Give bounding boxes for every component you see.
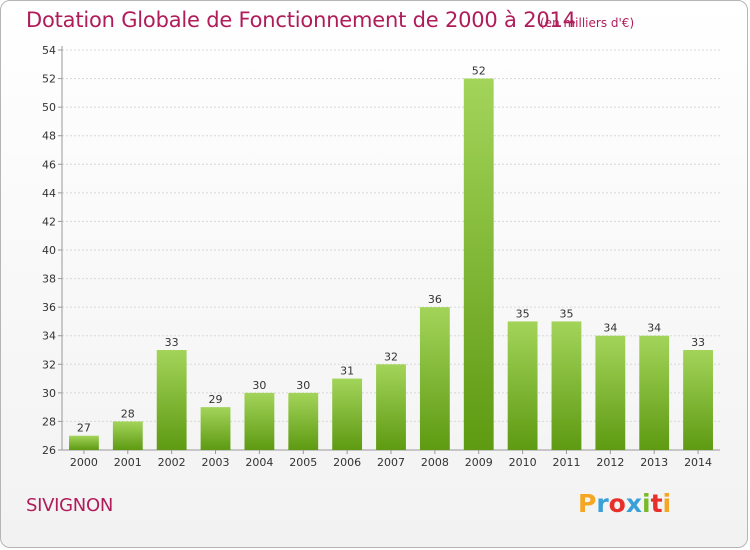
bar-2000	[69, 435, 99, 450]
x-tick-label: 2014	[684, 456, 712, 469]
x-tick-label: 2003	[202, 456, 230, 469]
bar-2013	[639, 335, 670, 450]
y-tick-label: 42	[42, 215, 56, 228]
y-tick-label: 30	[42, 387, 56, 400]
bar-2005	[288, 392, 319, 450]
bar-2001	[112, 421, 143, 450]
bar-2011	[551, 321, 582, 450]
brand-letter: t	[650, 489, 663, 518]
x-tick-label: 2010	[509, 456, 537, 469]
y-tick-label: 48	[42, 130, 56, 143]
y-tick-label: 28	[42, 415, 56, 428]
bar-value-label: 31	[340, 365, 354, 378]
brand-letter: P	[578, 489, 597, 518]
brand-letter: r	[596, 489, 609, 518]
y-tick-label: 40	[42, 244, 56, 257]
x-tick-label: 2007	[377, 456, 405, 469]
brand-letter: x	[625, 489, 642, 518]
bar-2010	[507, 321, 538, 450]
y-tick-label: 54	[42, 44, 56, 57]
y-tick-label: 38	[42, 273, 56, 286]
commune-name: SIVIGNON	[26, 495, 114, 516]
y-tick-label: 52	[42, 73, 56, 86]
chart-unit: (en milliers d'€)	[540, 16, 635, 30]
x-tick-label: 2005	[289, 456, 317, 469]
bar-value-label: 34	[647, 322, 661, 335]
bar-value-label: 33	[691, 336, 705, 349]
x-tick-label: 2001	[114, 456, 142, 469]
bar-value-label: 30	[296, 379, 310, 392]
bar-2002	[156, 350, 187, 450]
bar-2014	[683, 350, 713, 450]
x-tick-label: 2002	[158, 456, 186, 469]
chart-title: Dotation Globale de Fonctionnement de 20…	[26, 8, 576, 32]
bar-value-label: 34	[603, 322, 617, 335]
bar-value-label: 28	[121, 407, 135, 420]
x-tick-label: 2000	[70, 456, 98, 469]
x-tick-label: 2006	[333, 456, 361, 469]
y-tick-label: 36	[42, 301, 56, 314]
bar-value-label: 32	[384, 350, 398, 363]
brand-letter: o	[608, 489, 626, 518]
bar-2009	[463, 78, 494, 451]
bar-value-label: 52	[472, 65, 486, 78]
proxiti-logo[interactable]: Proxiti	[578, 489, 671, 518]
bar-2008	[419, 307, 450, 450]
bar-value-label: 33	[165, 336, 179, 349]
bar-value-label: 30	[252, 379, 266, 392]
bar-2012	[595, 335, 626, 450]
bar-2004	[244, 392, 275, 450]
x-tick-label: 2012	[596, 456, 624, 469]
bar-2007	[376, 364, 406, 450]
x-tick-label: 2009	[465, 456, 493, 469]
bar-2006	[332, 378, 363, 450]
y-tick-label: 32	[42, 358, 56, 371]
bar-value-label: 36	[428, 293, 442, 306]
bar-value-label: 35	[559, 307, 573, 320]
x-tick-label: 2008	[421, 456, 449, 469]
y-tick-label: 50	[42, 101, 56, 114]
x-tick-label: 2013	[640, 456, 668, 469]
bar-value-label: 35	[516, 307, 530, 320]
brand-letter: i	[662, 489, 672, 518]
y-tick-label: 34	[42, 330, 56, 343]
bar-2003	[200, 407, 231, 450]
x-tick-label: 2004	[245, 456, 273, 469]
y-tick-label: 44	[42, 187, 56, 200]
y-tick-label: 26	[42, 444, 56, 457]
x-tick-label: 2011	[552, 456, 580, 469]
bar-value-label: 27	[77, 422, 91, 435]
brand-letter: i	[642, 489, 651, 518]
bar-value-label: 29	[209, 393, 223, 406]
y-tick-label: 46	[42, 158, 56, 171]
